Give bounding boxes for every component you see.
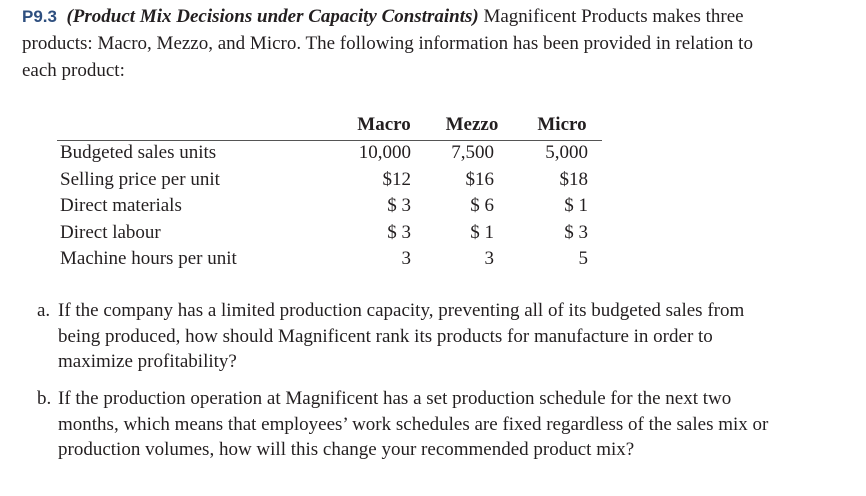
cell: 5,000 bbox=[545, 142, 588, 163]
cell: 10,000 bbox=[358, 142, 411, 163]
row-label: Direct materials bbox=[60, 195, 182, 217]
question-text: If the company has a limited production … bbox=[58, 300, 745, 321]
cell: $ 1 bbox=[564, 195, 588, 217]
header-rule bbox=[57, 140, 602, 141]
question-text: production volumes, how will this change… bbox=[58, 439, 635, 460]
column-header: Mezzo bbox=[445, 114, 499, 135]
cell: $ 3 bbox=[564, 221, 588, 243]
cell: 3 bbox=[401, 248, 412, 270]
question-label: b. bbox=[37, 388, 52, 409]
row-label: Machine hours per unit bbox=[60, 248, 237, 270]
row-label: Direct labour bbox=[60, 221, 161, 243]
cell: 7,500 bbox=[451, 142, 494, 163]
cell: $18 bbox=[559, 168, 589, 190]
problem-number: P9.3 bbox=[22, 7, 57, 26]
column-header: Macro bbox=[357, 114, 411, 135]
intro-text: products: Macro, Mezzo, and Micro. The f… bbox=[22, 33, 753, 54]
question-text: maximize profitability? bbox=[58, 351, 237, 372]
cell: $ 3 bbox=[387, 195, 411, 217]
cell: $ 3 bbox=[387, 221, 411, 243]
problem-title: (Product Mix Decisions under Capacity Co… bbox=[66, 6, 479, 27]
intro-line: P9.3 (Product Mix Decisions under Capaci… bbox=[22, 6, 744, 28]
question-text: months, which means that employees’ work… bbox=[58, 413, 769, 435]
cell: 5 bbox=[578, 248, 589, 270]
column-header: Micro bbox=[537, 114, 587, 135]
question-text: If the production operation at Magnifice… bbox=[58, 388, 732, 409]
cell: $ 1 bbox=[470, 221, 494, 243]
row-label: Budgeted sales units bbox=[60, 142, 217, 163]
cell: $ 6 bbox=[470, 195, 494, 217]
question-text: being produced, how should Magnificent r… bbox=[58, 325, 713, 347]
cell: $16 bbox=[465, 168, 495, 190]
cell: 3 bbox=[484, 248, 495, 270]
intro-text: each product: bbox=[22, 60, 125, 81]
intro-text: Magnificent Products makes three bbox=[483, 6, 744, 27]
row-label: Selling price per unit bbox=[60, 168, 220, 190]
question-label: a. bbox=[37, 300, 51, 321]
cell: $12 bbox=[382, 168, 412, 190]
